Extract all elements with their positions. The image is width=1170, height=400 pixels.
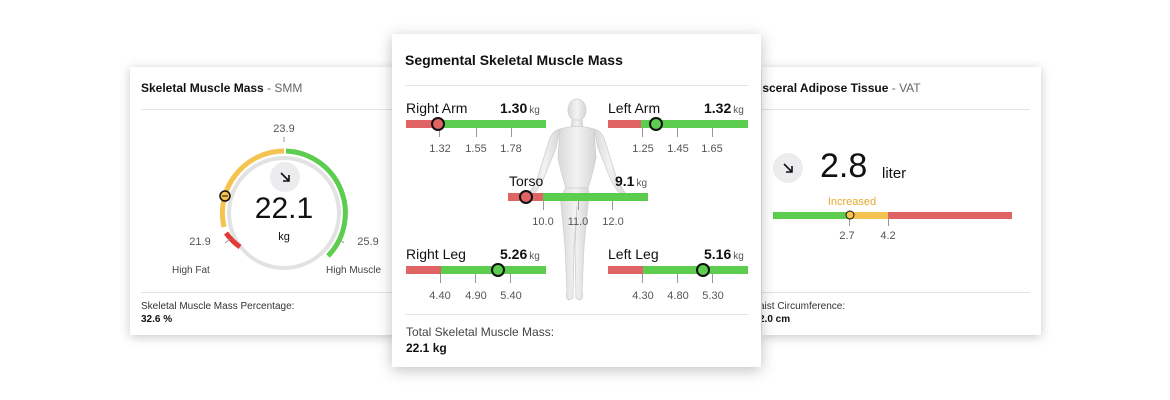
smm-unit: kg [278, 231, 290, 243]
left-arm-marker [649, 117, 663, 131]
tick-label: 5.30 [702, 290, 724, 302]
right-leg-value: 5.26 kg [500, 246, 540, 262]
divider [141, 109, 398, 110]
gauge-green-segment [285, 148, 348, 258]
tick-label: 1.45 [667, 143, 689, 155]
vat-bar [773, 212, 1012, 219]
left-leg-value: 5.16 kg [704, 246, 744, 262]
vat-tick-high: 4.2 [880, 230, 896, 242]
smm-gauge [219, 137, 348, 270]
right-arm-marker [431, 117, 445, 131]
divider [405, 314, 748, 315]
left-leg-bar [608, 266, 748, 274]
torso-marker [519, 190, 533, 204]
tick-label: 11.0 [567, 216, 589, 228]
divider [762, 109, 1030, 110]
tick-label: 10.0 [532, 216, 554, 228]
left-arm-bar [608, 120, 748, 128]
tick-label: 4.30 [632, 290, 654, 302]
gauge-left-value: 21.9 [189, 236, 211, 248]
left-arm-label: Left Arm [608, 100, 661, 116]
right-arm-value: 1.30 kg [500, 100, 540, 116]
tick-label: 1.78 [500, 143, 522, 155]
smm-value: 22.1 [254, 192, 314, 225]
gauge-tick [338, 238, 345, 244]
divider [762, 292, 1030, 293]
tick-label: 12.0 [602, 216, 624, 228]
vat-card-title: isceral Adipose Tissue - VAT [762, 81, 921, 95]
right-leg-marker [491, 263, 505, 277]
vat-card: isceral Adipose Tissue - VAT 2.8 liter I… [762, 67, 1041, 335]
segmental-card: Segmental Skeletal Muscle Mass Right Arm… [392, 34, 761, 367]
left-leg-label: Left Leg [608, 246, 659, 262]
smm-percentage-value: 32.6 % [141, 314, 173, 325]
gauge-tick [224, 238, 231, 244]
right-arm-label: Right Arm [406, 100, 468, 116]
vat-value: 2.8 [820, 147, 868, 185]
right-leg-bar [406, 266, 546, 274]
human-body-icon [527, 98, 627, 301]
right-arm-bar [406, 120, 546, 128]
left-leg-marker [696, 263, 710, 277]
vat-marker [845, 210, 855, 220]
tick-label: 1.25 [632, 143, 654, 155]
tick-label: 1.32 [429, 143, 451, 155]
vat-tick-low: 2.7 [839, 230, 855, 242]
smm-card: Skeletal Muscle Mass - SMM 23.9 21.9 25.… [130, 67, 398, 335]
segmental-card-title: Segmental Skeletal Muscle Mass [405, 52, 623, 68]
torso-value: 9.1 kg [615, 173, 648, 189]
divider [405, 85, 748, 86]
left-arm-value: 1.32 kg [704, 100, 744, 116]
vat-status: Increased [827, 196, 877, 208]
right-leg-label: Right Leg [406, 246, 466, 262]
trend-down-arrow-icon [270, 162, 300, 192]
trend-down-arrow-icon [773, 153, 803, 183]
tick-label: 4.80 [667, 290, 689, 302]
divider [141, 292, 398, 293]
gauge-right-value: 25.9 [357, 236, 379, 248]
gauge-top-value: 23.9 [273, 123, 295, 135]
tick-label: 1.65 [701, 143, 723, 155]
tick-label: 1.55 [465, 143, 487, 155]
label-high-muscle: High Muscle [326, 265, 382, 276]
gauge-yellow-segment [219, 148, 285, 228]
total-smm-value: 22.1 kg [406, 341, 447, 355]
smm-card-title: Skeletal Muscle Mass - SMM [141, 81, 303, 95]
gauge-red-segment [223, 231, 242, 250]
smm-percentage-label: Skeletal Muscle Mass Percentage: [141, 301, 295, 312]
total-smm-label: Total Skeletal Muscle Mass: [406, 325, 555, 339]
tick-label: 5.40 [500, 290, 522, 302]
waist-label: aist Circumference: [762, 301, 846, 312]
torso-label: Torso [509, 173, 544, 189]
vat-unit: liter [882, 165, 907, 182]
label-high-fat: High Fat [172, 265, 210, 276]
tick-label: 4.40 [429, 290, 451, 302]
tick-label: 4.90 [465, 290, 487, 302]
waist-value: 2.0 cm [762, 314, 791, 325]
gauge-inner-ring [227, 156, 341, 270]
